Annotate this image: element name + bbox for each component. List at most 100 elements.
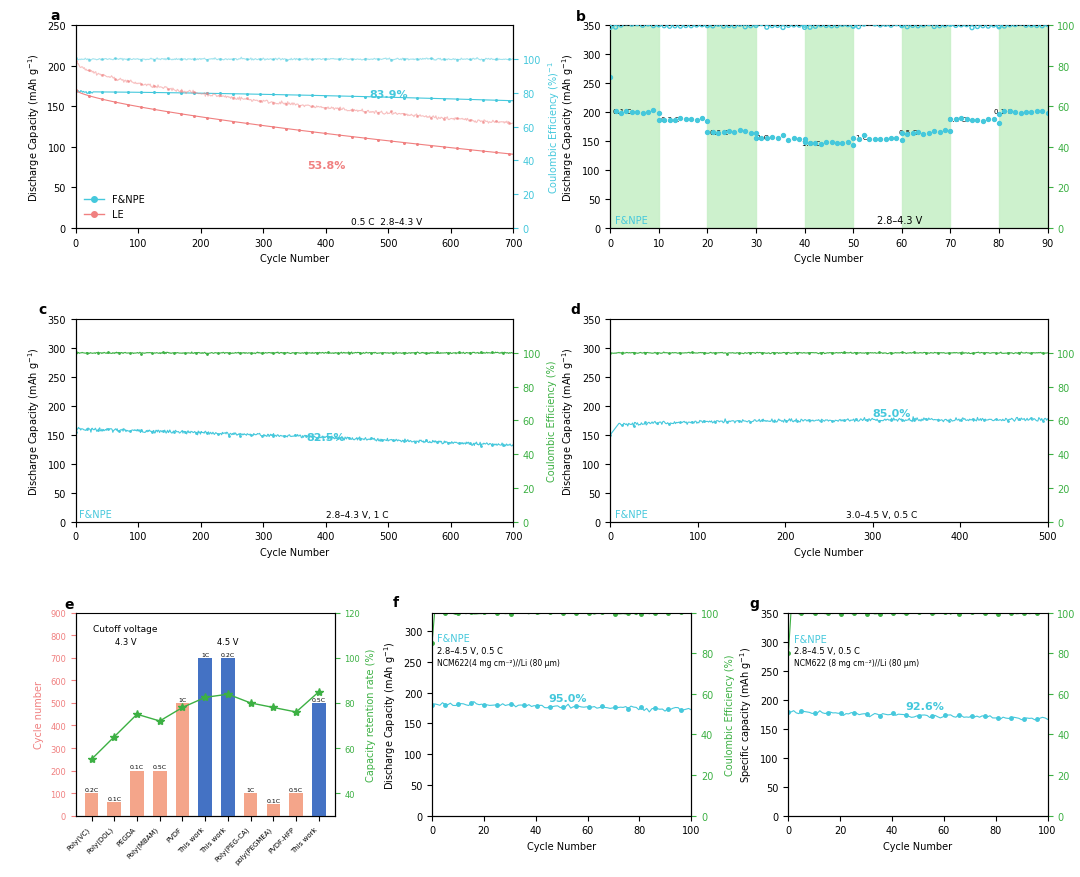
Point <box>764 131 781 145</box>
Point <box>780 134 797 148</box>
Point <box>1023 19 1040 33</box>
X-axis label: Cycle Number: Cycle Number <box>794 547 864 558</box>
Point <box>666 114 684 128</box>
Text: 0.1 C: 0.1 C <box>994 110 1012 115</box>
Point <box>726 126 743 140</box>
Point <box>931 19 948 33</box>
X-axis label: Cycle Number: Cycle Number <box>883 841 953 851</box>
Y-axis label: Specific capacity (mAh g$^{-1}$): Specific capacity (mAh g$^{-1}$) <box>739 646 755 782</box>
Point <box>882 132 900 146</box>
Point <box>996 20 1013 34</box>
Point <box>985 19 1002 33</box>
Point <box>969 113 986 127</box>
Point <box>742 126 759 140</box>
Point <box>629 105 646 119</box>
Point <box>753 132 770 146</box>
Point <box>710 18 727 32</box>
Point <box>926 125 943 139</box>
Point <box>753 18 770 32</box>
Point <box>650 18 667 32</box>
Text: 0.5C: 0.5C <box>312 697 326 702</box>
Text: 0.5C: 0.5C <box>152 765 166 769</box>
Point <box>731 124 748 138</box>
Text: 2.8–4.3 V: 2.8–4.3 V <box>877 216 922 226</box>
Point <box>953 18 970 32</box>
Text: F&NPE: F&NPE <box>616 216 648 226</box>
Point <box>958 113 975 127</box>
Point <box>990 21 1008 35</box>
Point <box>990 108 1008 122</box>
Point <box>942 18 959 32</box>
Point <box>742 19 759 33</box>
Point <box>839 136 856 150</box>
Point <box>758 21 775 35</box>
Y-axis label: Discharge Capacity (mAh g$^{-1}$): Discharge Capacity (mAh g$^{-1}$) <box>561 346 577 496</box>
Text: 0.2 C: 0.2 C <box>661 117 679 123</box>
Point <box>985 112 1002 126</box>
Point <box>909 126 927 140</box>
Bar <box>707 26 756 229</box>
Point <box>1034 105 1051 119</box>
Point <box>1017 19 1035 33</box>
Text: 0.1C: 0.1C <box>267 798 281 803</box>
Text: 1C: 1C <box>178 697 187 702</box>
Bar <box>805 26 853 229</box>
Point <box>650 107 667 121</box>
Point <box>796 21 813 35</box>
Bar <box>312 703 326 816</box>
Y-axis label: Coulombic Efficiency (%): Coulombic Efficiency (%) <box>546 360 556 481</box>
Point <box>942 125 959 139</box>
Point <box>704 126 721 140</box>
Text: 0.5 C  2.8–4.3 V: 0.5 C 2.8–4.3 V <box>351 217 422 226</box>
Text: 53.8%: 53.8% <box>307 160 346 171</box>
Point <box>872 19 889 33</box>
Point <box>855 18 873 32</box>
Point <box>672 112 689 126</box>
Text: NCM622 (8 mg cm⁻²)//Li (80 μm): NCM622 (8 mg cm⁻²)//Li (80 μm) <box>794 659 919 667</box>
Point <box>785 132 802 146</box>
Text: b: b <box>577 10 586 24</box>
Point <box>904 19 921 33</box>
Point <box>845 20 862 34</box>
Point <box>688 19 705 33</box>
Point <box>818 136 835 150</box>
Text: F&NPE: F&NPE <box>794 634 826 644</box>
Y-axis label: Cycle number: Cycle number <box>35 681 44 748</box>
Text: 1.5 C: 1.5 C <box>802 141 821 147</box>
Point <box>683 19 700 33</box>
Point <box>747 19 765 33</box>
Text: 0.2C: 0.2C <box>220 652 235 657</box>
Bar <box>221 659 234 816</box>
Text: Cutoff voltage: Cutoff voltage <box>93 624 158 633</box>
Point <box>872 132 889 146</box>
Text: F&NPE: F&NPE <box>437 633 470 643</box>
Point <box>1001 104 1018 118</box>
Point <box>893 134 910 148</box>
Point <box>823 19 840 33</box>
Text: g: g <box>750 596 759 610</box>
Point <box>666 20 684 34</box>
Point <box>818 19 835 33</box>
Point <box>688 114 705 128</box>
Y-axis label: Discharge Capacity (mAh g$^{-1}$): Discharge Capacity (mAh g$^{-1}$) <box>26 53 42 202</box>
Point <box>785 19 802 33</box>
Point <box>909 20 927 34</box>
X-axis label: Cycle Number: Cycle Number <box>794 254 864 264</box>
Point <box>747 18 765 32</box>
Y-axis label: Coulombic Efficiency (%): Coulombic Efficiency (%) <box>725 653 734 775</box>
Point <box>1028 105 1045 119</box>
Point <box>996 105 1013 119</box>
Point <box>796 135 813 149</box>
Text: 95.0%: 95.0% <box>549 694 588 703</box>
Point <box>915 128 932 142</box>
Text: 1C: 1C <box>201 652 210 657</box>
Point <box>828 137 846 151</box>
Point <box>623 18 640 32</box>
Point <box>607 21 624 35</box>
Point <box>807 20 824 34</box>
Point <box>855 129 873 143</box>
Point <box>812 138 829 152</box>
Point <box>720 19 738 33</box>
Point <box>877 132 894 146</box>
Text: e: e <box>64 598 73 612</box>
